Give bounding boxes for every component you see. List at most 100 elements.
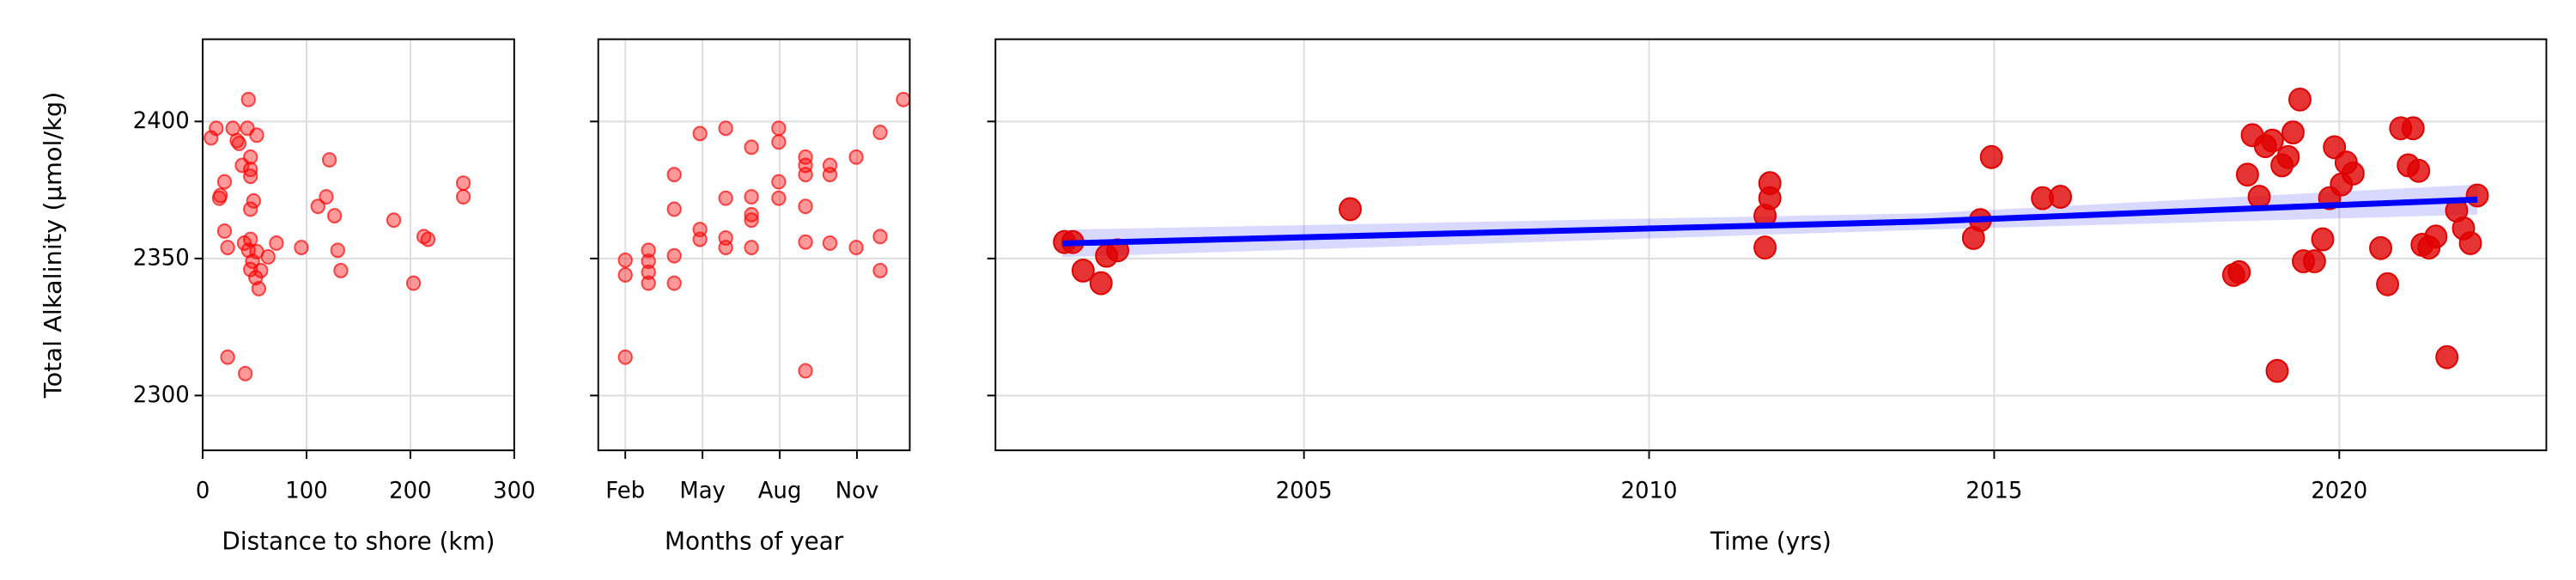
data-point — [771, 190, 787, 206]
plot-area — [1053, 87, 2489, 383]
data-point — [641, 264, 656, 280]
x-tick-label: Aug — [758, 478, 802, 504]
data-point — [692, 231, 708, 247]
data-point — [2458, 231, 2482, 255]
data-point — [2465, 183, 2489, 208]
y-tick-label: 2350 — [133, 245, 190, 272]
data-point — [243, 149, 258, 165]
data-point — [1089, 271, 1113, 296]
data-point — [798, 363, 813, 379]
data-point — [310, 198, 325, 215]
data-point — [744, 189, 759, 205]
x-tick-label: 200 — [389, 478, 431, 504]
data-point — [666, 167, 682, 183]
data-point — [216, 223, 233, 239]
data-point — [243, 168, 258, 185]
data-point — [1979, 144, 2003, 169]
x-axis-label: Distance to shore (km) — [222, 527, 495, 556]
data-point — [2281, 120, 2305, 145]
x-tick-label: 2010 — [1621, 478, 1678, 504]
data-point — [2260, 128, 2284, 153]
data-point — [666, 275, 682, 291]
data-point — [872, 229, 888, 245]
data-point — [2424, 224, 2448, 249]
data-point — [243, 201, 258, 217]
x-tick-label: 300 — [493, 478, 535, 504]
data-point — [333, 262, 349, 278]
data-point — [251, 280, 267, 296]
data-point — [386, 212, 402, 229]
x-tick-label: 2005 — [1276, 478, 1333, 504]
y-tick-label: 2300 — [133, 382, 190, 409]
panel: 2300 2350 2400 0 100 200 300 Distance to shore … — [39, 38, 536, 556]
y-axis-label: Total Alkalinity (µmol/kg) — [39, 92, 67, 399]
data-point — [2407, 158, 2431, 183]
data-point — [718, 240, 733, 256]
data-point — [2049, 185, 2073, 209]
x-tick-label: 0 — [196, 478, 210, 504]
data-point — [872, 262, 888, 278]
data-point — [2227, 259, 2251, 284]
data-point — [269, 235, 284, 251]
data-point — [240, 91, 256, 107]
x-tick-label: Nov — [835, 478, 879, 504]
data-point — [822, 167, 838, 183]
data-point — [798, 198, 813, 215]
data-point — [848, 149, 864, 165]
y-tick-label: 2400 — [133, 108, 190, 135]
x-tick-label: May — [679, 478, 726, 504]
data-point — [744, 240, 759, 256]
data-point — [798, 149, 813, 165]
data-point — [798, 167, 813, 183]
data-point — [2247, 185, 2271, 209]
data-point — [2311, 227, 2335, 252]
data-point — [319, 189, 334, 205]
data-point — [1339, 197, 1362, 222]
data-point — [2265, 358, 2289, 383]
data-point — [2401, 116, 2425, 141]
data-point — [771, 174, 787, 190]
axes-frame — [994, 38, 2548, 452]
data-point — [617, 252, 633, 268]
data-point — [2369, 235, 2392, 260]
data-point — [294, 240, 309, 256]
data-point — [2376, 272, 2400, 296]
data-point — [1071, 258, 1095, 283]
data-point — [771, 134, 787, 150]
data-point — [641, 253, 656, 269]
data-point — [1758, 186, 1782, 211]
data-point — [455, 175, 471, 192]
data-point — [231, 135, 247, 151]
data-point — [321, 152, 337, 168]
data-point — [744, 212, 759, 229]
data-point — [617, 267, 633, 283]
data-point — [744, 139, 759, 156]
data-point — [822, 235, 838, 251]
x-axis-label: Time (yrs) — [1710, 527, 1832, 556]
x-tick-label: 2015 — [1965, 478, 2022, 504]
data-point — [2288, 87, 2312, 112]
x-tick-label: 2020 — [2311, 478, 2367, 504]
data-point — [220, 240, 235, 256]
data-point — [771, 120, 787, 137]
data-point — [249, 127, 264, 143]
data-point — [848, 240, 864, 256]
axes-frame — [597, 38, 911, 452]
data-point — [260, 248, 276, 265]
data-point — [641, 242, 656, 259]
data-point — [666, 247, 682, 264]
data-point — [2276, 144, 2300, 169]
panel: Feb May Aug Nov Months of year — [590, 38, 911, 556]
data-point — [330, 242, 345, 259]
data-point — [246, 192, 261, 209]
data-point — [692, 125, 708, 142]
plot-area — [204, 91, 471, 382]
data-point — [872, 125, 888, 141]
data-point — [718, 190, 733, 206]
x-tick-label: Feb — [605, 478, 645, 504]
data-point — [238, 365, 253, 382]
data-point — [2302, 249, 2326, 273]
plot-area — [617, 91, 910, 379]
